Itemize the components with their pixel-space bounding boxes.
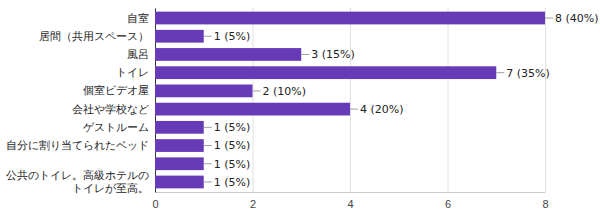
y-tick: トイレ (116, 66, 149, 78)
bar (155, 157, 204, 170)
y-tick: 会社や学校など (72, 103, 149, 115)
label-leader (350, 109, 358, 110)
y-tick: ゲストルーム (83, 121, 149, 133)
label-leader (204, 181, 212, 182)
grid-line (350, 8, 351, 192)
x-tick: 6 (445, 8, 451, 210)
data-label: 3 (15%) (311, 48, 355, 61)
label-leader (253, 90, 261, 91)
y-tick-label: 個室ビデオ屋 (83, 84, 149, 96)
y-tick-label-line: 公共のトイレ。高級ホテルの (6, 169, 149, 181)
y-tick: 自室 (127, 12, 149, 24)
bar (155, 48, 301, 61)
bar (155, 139, 204, 152)
y-tick-label: 居間（共用スペース） (39, 30, 149, 42)
data-label: 1 (5%) (214, 176, 251, 189)
y-axis: 自室居間（共用スペース） 風呂トイレ個室ビデオ屋会社や学校などゲストルーム自分に割… (6, 9, 156, 194)
y-tick: 居間（共用スペース） (39, 30, 149, 42)
x-tick-label: 8 (542, 198, 548, 210)
bar (155, 103, 350, 116)
chart: 0 2 4 6 8 自室居間（共用スペース） 風呂トイレ個室ビデオ屋会社や学校などゲストルー… (0, 0, 600, 216)
bar (155, 66, 496, 79)
data-labels: 8 (40%) 1 (5%) 3 (15%) 7 (35%) 2 (10%) 4 (20%… (204, 12, 599, 189)
bar (155, 12, 545, 25)
data-label: 1 (5%) (214, 30, 251, 43)
data-label: 8 (40%) (555, 12, 599, 25)
grid-line (253, 8, 254, 192)
y-tick-label: 公共のトイレ。高級ホテルのトイレが至高。 (6, 169, 149, 194)
y-tick: 自分に割り当てられたベッド (6, 139, 149, 151)
bar (155, 30, 204, 43)
x-axis: 0 2 4 6 8 (152, 8, 548, 210)
data-label: 1 (5%) (214, 121, 251, 134)
grid-line (545, 8, 546, 192)
label-leader (204, 145, 212, 146)
data-label: 1 (5%) (214, 158, 251, 171)
y-tick: 風呂 (127, 48, 149, 60)
data-label: 1 (5%) (214, 139, 251, 152)
bar (155, 121, 204, 134)
y-tick-label-line: トイレが至高。 (72, 182, 149, 194)
y-tick-label: 自分に割り当てられたベッド (6, 139, 149, 151)
x-tick: 8 (542, 8, 548, 210)
label-leader (496, 72, 504, 73)
data-label: 2 (10%) (263, 85, 307, 98)
x-tick-label: 4 (347, 198, 353, 210)
bar (155, 85, 253, 98)
y-tick: 公共のトイレ。高級ホテルのトイレが至高。 (6, 169, 149, 194)
x-axis-line (156, 192, 546, 193)
x-tick-label: 0 (152, 198, 158, 210)
y-tick: 個室ビデオ屋 (83, 84, 149, 96)
data-label: 7 (35%) (506, 67, 550, 80)
label-leader (204, 163, 212, 164)
grid-line (448, 8, 449, 192)
label-leader (301, 54, 309, 55)
y-tick-label: トイレ (116, 66, 149, 78)
label-leader (204, 36, 212, 37)
y-tick-label: 風呂 (127, 48, 149, 60)
bars (155, 12, 545, 189)
label-leader (204, 127, 212, 128)
label-leader (545, 18, 553, 19)
y-tick-label: ゲストルーム (83, 121, 149, 133)
x-tick-label: 2 (250, 198, 256, 210)
data-label: 4 (20%) (360, 103, 404, 116)
bar (155, 176, 204, 189)
y-tick-label: 会社や学校など (72, 103, 149, 115)
y-tick-label: 自室 (127, 12, 149, 24)
x-tick-label: 6 (445, 198, 451, 210)
plot-area: 0 2 4 6 8 自室居間（共用スペース） 風呂トイレ個室ビデオ屋会社や学校などゲストルー… (6, 8, 599, 210)
